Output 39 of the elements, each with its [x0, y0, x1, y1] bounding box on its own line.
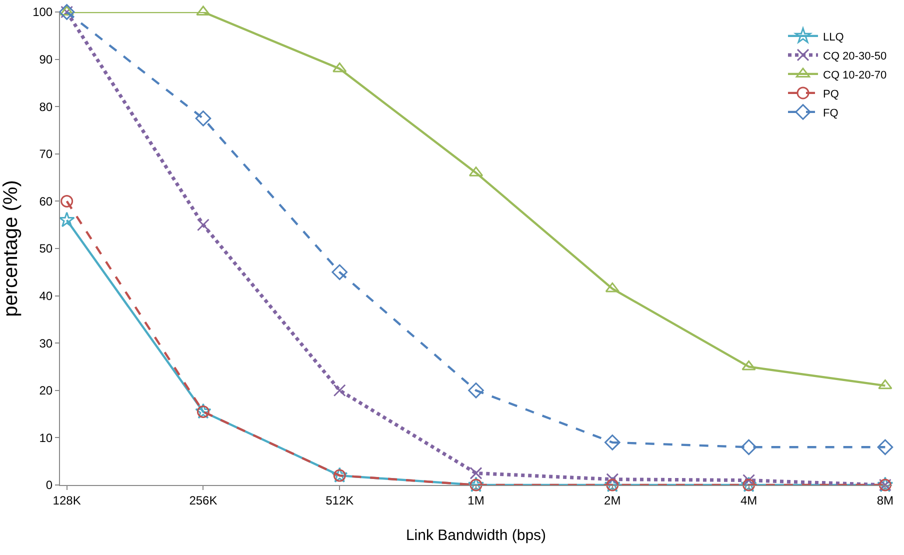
x-axis-title: Link Bandwidth (bps): [406, 527, 546, 544]
x-tick-label: 1M: [468, 493, 484, 508]
x-tick-label: 2M: [604, 493, 621, 508]
legend-label: CQ 20-30-50: [823, 50, 887, 62]
y-tick-label: 0: [46, 478, 53, 492]
x-tick-label: 128K: [52, 493, 81, 508]
y-tick-label: 10: [39, 430, 53, 445]
point: [332, 264, 348, 280]
y-tick-label: 30: [39, 336, 53, 350]
point: [740, 439, 757, 456]
point: [604, 434, 620, 450]
legend-label: LLQ: [823, 31, 844, 44]
point: [606, 473, 619, 486]
y-tick-label: 90: [39, 52, 53, 66]
point: [195, 110, 212, 126]
x-tick-label: 8M: [876, 493, 894, 508]
point: [470, 466, 482, 480]
point: [878, 379, 892, 390]
y-tick-label: 20: [39, 384, 53, 398]
y-tick-label: 80: [39, 100, 53, 114]
legend-label: FQ: [823, 107, 839, 120]
y-axis-title: percentage (%): [0, 180, 22, 317]
point: [468, 382, 484, 398]
point: [877, 439, 894, 456]
y-tick-label: 100: [32, 5, 53, 20]
point: [60, 194, 74, 208]
point: [58, 212, 75, 228]
legend-label: CQ 10-20-70: [823, 69, 887, 82]
point: [605, 282, 620, 292]
point: [196, 218, 210, 232]
y-tick-label: 50: [39, 242, 53, 256]
x-tick-label: 256K: [189, 493, 218, 508]
x-tick-label: 4M: [740, 493, 758, 508]
y-tick-label: 60: [39, 194, 53, 208]
legend-label: PQ: [823, 88, 840, 100]
y-tick-label: 70: [39, 147, 53, 162]
point: [333, 384, 346, 397]
y-tick-label: 40: [39, 289, 53, 303]
x-tick-label: 512K: [326, 493, 354, 508]
